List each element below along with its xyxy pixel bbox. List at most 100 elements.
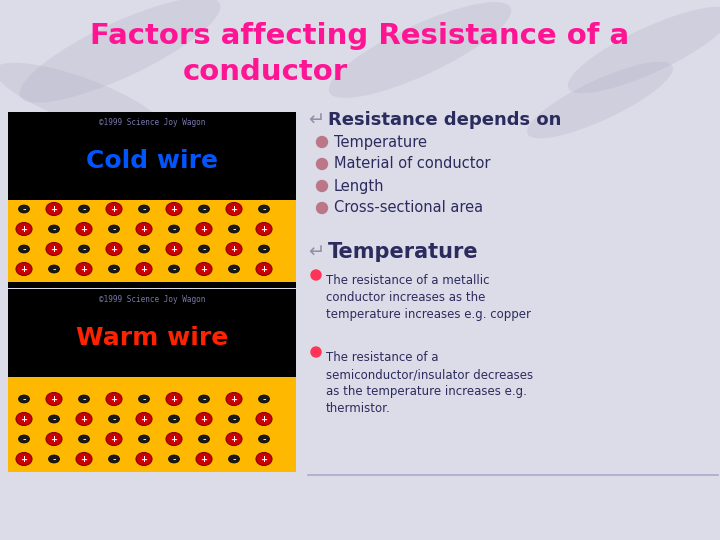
- Ellipse shape: [109, 265, 120, 273]
- Text: Length: Length: [334, 179, 384, 193]
- Text: +: +: [230, 245, 238, 253]
- Text: -: -: [262, 434, 266, 444]
- Text: +: +: [50, 205, 58, 213]
- Text: -: -: [202, 434, 206, 444]
- Text: The resistance of a metallic
conductor increases as the
temperature increases e.: The resistance of a metallic conductor i…: [326, 274, 531, 321]
- Text: +: +: [171, 245, 178, 253]
- Ellipse shape: [166, 393, 182, 406]
- Text: -: -: [53, 264, 55, 274]
- Ellipse shape: [527, 62, 673, 138]
- Text: +: +: [81, 415, 88, 423]
- Text: +: +: [110, 435, 117, 443]
- Text: The resistance of a
semiconductor/insulator decreases
as the temperature increas: The resistance of a semiconductor/insula…: [326, 351, 533, 415]
- Ellipse shape: [109, 225, 120, 233]
- Text: ©1999 Science Joy Wagon: ©1999 Science Joy Wagon: [99, 295, 205, 304]
- Text: -: -: [262, 394, 266, 404]
- Ellipse shape: [166, 242, 182, 255]
- Text: +: +: [200, 455, 207, 463]
- Bar: [8, 112, 296, 282]
- Text: ↵: ↵: [308, 111, 325, 130]
- Text: -: -: [202, 244, 206, 254]
- Text: Resistance depends on: Resistance depends on: [328, 111, 562, 129]
- Ellipse shape: [258, 205, 269, 213]
- Ellipse shape: [16, 453, 32, 465]
- Ellipse shape: [19, 0, 220, 103]
- Text: +: +: [81, 225, 88, 233]
- Ellipse shape: [46, 242, 62, 255]
- Text: +: +: [81, 455, 88, 463]
- Text: +: +: [50, 435, 58, 443]
- Ellipse shape: [199, 205, 210, 213]
- Text: +: +: [50, 395, 58, 403]
- Text: +: +: [261, 455, 268, 463]
- Ellipse shape: [19, 435, 30, 443]
- Ellipse shape: [196, 413, 212, 426]
- Text: +: +: [230, 395, 238, 403]
- Text: +: +: [140, 265, 148, 273]
- Ellipse shape: [228, 455, 240, 463]
- Text: -: -: [112, 224, 116, 234]
- Text: +: +: [20, 455, 27, 463]
- Ellipse shape: [329, 2, 511, 98]
- Ellipse shape: [76, 222, 92, 235]
- Text: -: -: [53, 224, 55, 234]
- Text: Warm wire: Warm wire: [76, 326, 228, 350]
- Ellipse shape: [48, 455, 60, 463]
- Ellipse shape: [0, 63, 165, 137]
- Text: -: -: [143, 244, 145, 254]
- Text: -: -: [233, 454, 235, 464]
- Ellipse shape: [78, 395, 89, 403]
- Text: -: -: [143, 204, 145, 214]
- Text: -: -: [233, 414, 235, 424]
- Text: +: +: [110, 205, 117, 213]
- Ellipse shape: [76, 453, 92, 465]
- Text: +: +: [171, 435, 178, 443]
- Text: +: +: [230, 435, 238, 443]
- Ellipse shape: [136, 262, 152, 275]
- Text: -: -: [82, 434, 86, 444]
- Text: +: +: [200, 225, 207, 233]
- Text: -: -: [82, 244, 86, 254]
- Ellipse shape: [168, 455, 179, 463]
- Text: -: -: [82, 394, 86, 404]
- Ellipse shape: [258, 435, 269, 443]
- Ellipse shape: [166, 202, 182, 215]
- Ellipse shape: [226, 202, 242, 215]
- Text: -: -: [82, 204, 86, 214]
- Ellipse shape: [19, 245, 30, 253]
- Text: +: +: [20, 265, 27, 273]
- Ellipse shape: [256, 453, 272, 465]
- Ellipse shape: [138, 245, 150, 253]
- Ellipse shape: [256, 222, 272, 235]
- Text: Factors affecting Resistance of a: Factors affecting Resistance of a: [91, 22, 629, 50]
- Ellipse shape: [199, 435, 210, 443]
- Text: Cold wire: Cold wire: [86, 149, 218, 173]
- Ellipse shape: [109, 415, 120, 423]
- Text: +: +: [261, 415, 268, 423]
- Ellipse shape: [136, 222, 152, 235]
- Bar: [8, 282, 296, 288]
- Ellipse shape: [258, 395, 269, 403]
- Ellipse shape: [16, 262, 32, 275]
- Ellipse shape: [78, 435, 89, 443]
- Text: +: +: [261, 225, 268, 233]
- Text: -: -: [22, 244, 26, 254]
- Ellipse shape: [136, 413, 152, 426]
- Ellipse shape: [109, 455, 120, 463]
- Text: -: -: [262, 204, 266, 214]
- Circle shape: [317, 202, 328, 213]
- Ellipse shape: [136, 453, 152, 465]
- Text: -: -: [202, 394, 206, 404]
- Text: ↵: ↵: [308, 242, 325, 261]
- Text: -: -: [112, 414, 116, 424]
- Bar: [8, 377, 296, 472]
- Ellipse shape: [46, 202, 62, 215]
- Ellipse shape: [106, 433, 122, 446]
- Ellipse shape: [168, 265, 179, 273]
- Circle shape: [311, 270, 321, 280]
- Ellipse shape: [258, 245, 269, 253]
- Text: Temperature: Temperature: [328, 242, 479, 262]
- Text: +: +: [81, 265, 88, 273]
- Ellipse shape: [228, 415, 240, 423]
- Ellipse shape: [106, 202, 122, 215]
